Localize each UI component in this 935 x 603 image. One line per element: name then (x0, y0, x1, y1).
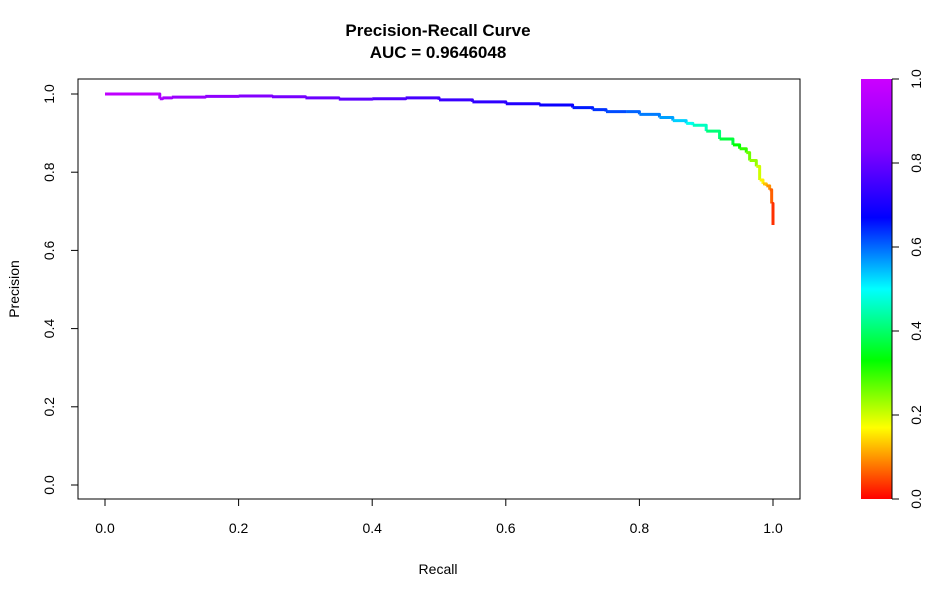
plot-box (78, 79, 800, 499)
pr-curve-segment (686, 123, 693, 125)
pr-curve-segment (659, 117, 672, 120)
pr-curve-segment (750, 160, 757, 166)
y-tick-label: 0.4 (41, 319, 57, 339)
pr-curve-segment (372, 98, 405, 99)
colorbar-tick-label: 0.2 (908, 405, 924, 425)
pr-curve-segment (162, 97, 171, 98)
x-axis: 0.0 0.2 0.4 0.6 0.8 1.0 (95, 499, 783, 536)
y-tick-label: 0.0 (41, 475, 57, 495)
pr-curve-segment (272, 97, 305, 98)
y-axis: 0.0 0.2 0.4 0.6 0.8 1.0 (41, 84, 78, 495)
pr-curve-segment (740, 149, 747, 153)
colorbar-tick-label: 1.0 (908, 69, 924, 89)
pr-curve-segment (673, 121, 686, 124)
pr-curve-segment (706, 131, 719, 139)
x-tick-label: 1.0 (763, 520, 783, 536)
x-tick-label: 0.6 (496, 520, 516, 536)
pr-curve-segment (639, 114, 659, 117)
pr-curve-segment (693, 125, 706, 131)
colorbar-tick-label: 0.0 (908, 489, 924, 509)
colorbar-tick-label: 0.4 (908, 321, 924, 341)
pr-curve-segment (573, 108, 593, 110)
pr-curve-segment (760, 180, 763, 184)
pr-curve-segment (772, 203, 773, 225)
chart-title: Precision-Recall Curve (345, 21, 530, 40)
pr-curve-segment (593, 110, 606, 112)
pr-curve-segment (158, 94, 159, 99)
pr-curve (105, 94, 773, 225)
pr-curve-segment (305, 98, 338, 99)
pr-curve-segment (160, 98, 163, 99)
pr-curve-segment (763, 184, 766, 186)
pr-curve-segment (766, 186, 769, 190)
pr-curve-segment (439, 100, 472, 102)
chart-subtitle: AUC = 0.9646048 (370, 43, 507, 62)
x-tick-label: 0.8 (630, 520, 650, 536)
pr-curve-segment (239, 96, 272, 97)
x-tick-label: 0.4 (362, 520, 382, 536)
pr-curve-segment (733, 145, 740, 149)
pr-curve-segment (172, 96, 205, 97)
x-axis-label: Recall (419, 561, 458, 577)
x-tick-label: 0.0 (95, 520, 115, 536)
colorbar-tick-label: 0.8 (908, 153, 924, 173)
y-tick-label: 0.8 (41, 162, 57, 182)
pr-curve-segment (720, 139, 733, 145)
y-tick-label: 1.0 (41, 84, 57, 104)
pr-curve-segment (406, 98, 439, 100)
colorbar-tick-label: 0.6 (908, 237, 924, 257)
y-tick-label: 0.2 (41, 397, 57, 417)
pr-curve-segment (756, 166, 759, 180)
pr-curve-segment (472, 102, 505, 104)
colorbar-axis: 0.0 0.2 0.4 0.6 0.8 1.0 (892, 69, 924, 509)
pr-curve-segment (539, 105, 572, 108)
pr-curve-segment (746, 153, 749, 161)
x-tick-label: 0.2 (229, 520, 249, 536)
pr-curve-segment (506, 104, 539, 105)
y-tick-label: 0.6 (41, 240, 57, 260)
pr-curve-segment (626, 112, 639, 115)
colorbar (861, 79, 892, 499)
y-axis-label: Precision (6, 260, 22, 318)
pr-curve-segment (770, 190, 772, 204)
